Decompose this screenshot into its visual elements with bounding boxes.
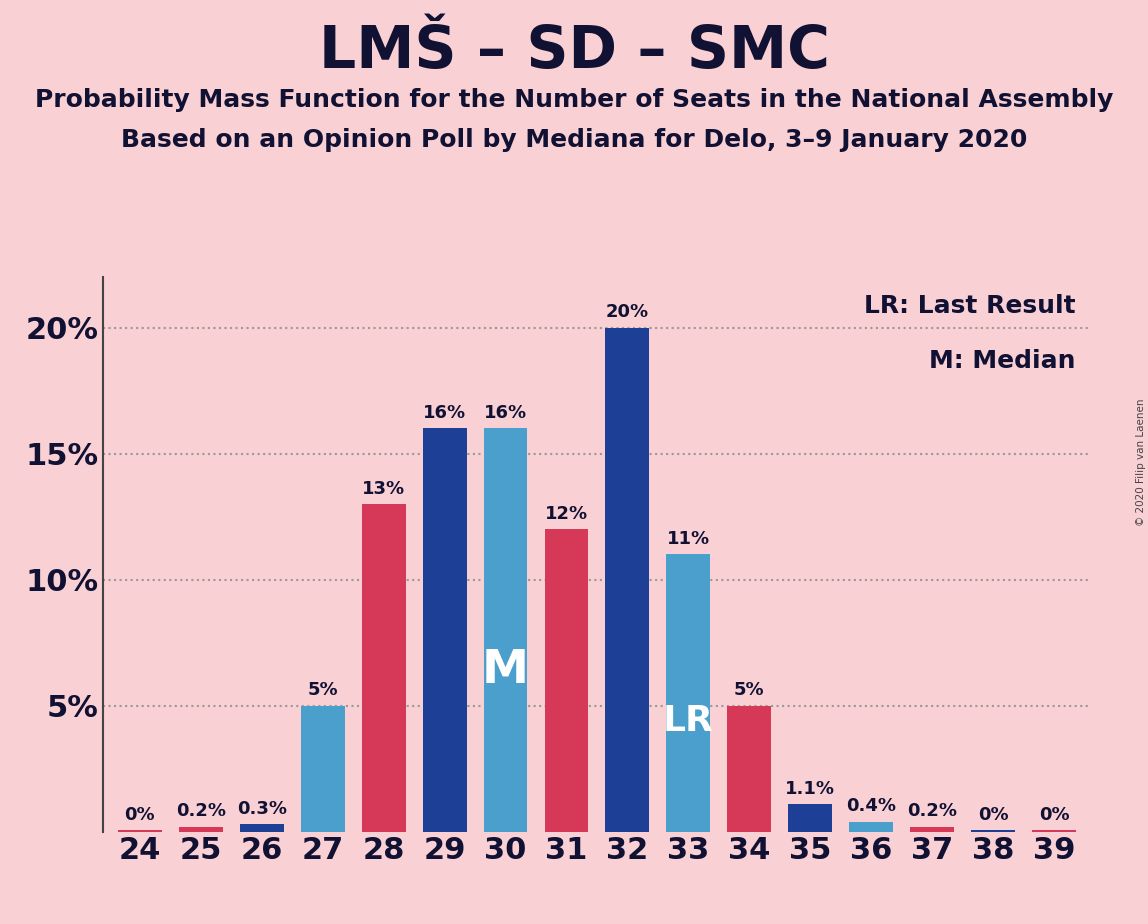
Text: LMŠ – SD – SMC: LMŠ – SD – SMC [318, 23, 830, 80]
Text: 0%: 0% [1039, 806, 1069, 824]
Text: 0.4%: 0.4% [846, 797, 897, 815]
Text: 5%: 5% [308, 681, 338, 699]
Text: 20%: 20% [606, 303, 649, 322]
Bar [118, 831, 162, 832]
Text: 16%: 16% [424, 404, 466, 422]
Bar [483, 429, 527, 832]
Bar [179, 827, 223, 832]
Text: M: Median: M: Median [929, 349, 1076, 373]
Text: Based on an Opinion Poll by Mediana for Delo, 3–9 January 2020: Based on an Opinion Poll by Mediana for … [121, 128, 1027, 152]
Text: 13%: 13% [362, 480, 405, 498]
Text: 0.2%: 0.2% [907, 802, 957, 821]
Text: LR: Last Result: LR: Last Result [864, 294, 1076, 318]
Text: Probability Mass Function for the Number of Seats in the National Assembly: Probability Mass Function for the Number… [34, 88, 1114, 112]
Text: 12%: 12% [545, 505, 588, 523]
Bar [1032, 831, 1076, 832]
Bar [544, 529, 589, 832]
Text: 11%: 11% [667, 530, 709, 548]
Bar [240, 824, 284, 832]
Text: LR: LR [662, 704, 714, 737]
Bar [971, 831, 1015, 832]
Bar [605, 328, 650, 832]
Bar [850, 821, 893, 832]
Bar [422, 429, 466, 832]
Text: 0.3%: 0.3% [236, 800, 287, 818]
Text: 5%: 5% [734, 681, 765, 699]
Bar [728, 706, 771, 832]
Bar [789, 804, 832, 832]
Bar [910, 827, 954, 832]
Text: © 2020 Filip van Laenen: © 2020 Filip van Laenen [1135, 398, 1146, 526]
Text: 1.1%: 1.1% [785, 780, 836, 797]
Bar [301, 706, 344, 832]
Bar [667, 554, 711, 832]
Text: M: M [482, 648, 529, 693]
Bar [362, 504, 405, 832]
Text: 16%: 16% [484, 404, 527, 422]
Text: 0.2%: 0.2% [176, 802, 226, 821]
Text: 0%: 0% [125, 806, 155, 824]
Text: 0%: 0% [978, 806, 1008, 824]
